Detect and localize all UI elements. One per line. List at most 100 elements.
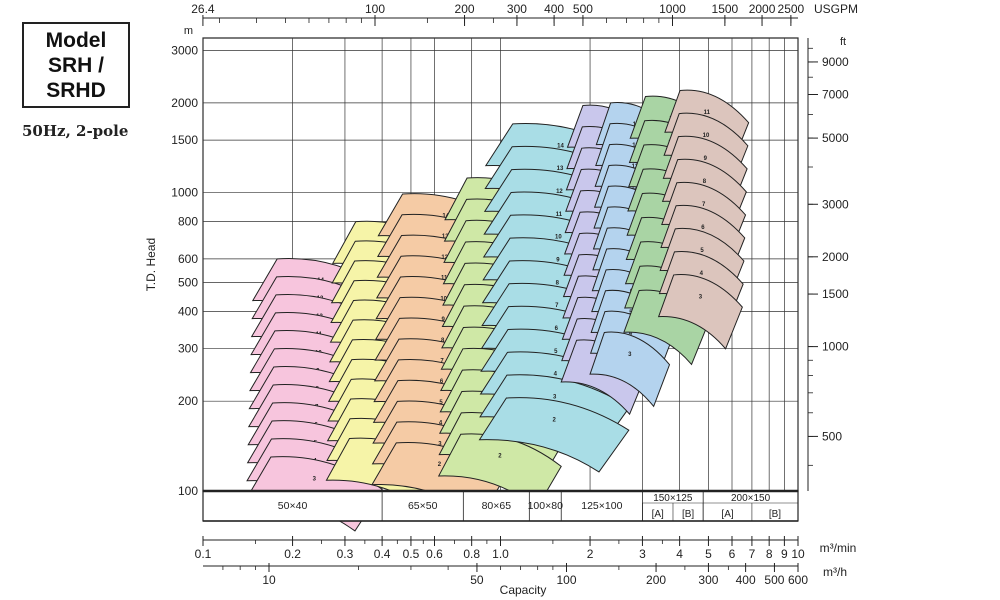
usgpm-tick-label: 2000 [749,2,776,16]
band-label: 80×65 [482,500,512,512]
m3min-tick-label: 8 [766,547,773,561]
y-axis-title: T.D. Head [144,238,158,291]
stage-label: 3 [628,352,632,358]
y-tick-label: 600 [178,252,198,266]
stage-label: 10 [703,133,710,139]
band-label: 150×125 [653,493,693,504]
ft-tick-label: 3000 [822,197,849,211]
stage-label: 6 [440,379,444,385]
stage-label: 2 [552,417,556,423]
y-tick-label: 100 [178,484,198,498]
envelope-stage-3 [657,274,743,350]
stage-label: 9 [704,156,708,162]
stage-label: 2 [498,454,502,460]
m3min-tick-label: 0.4 [374,547,391,561]
m3h-tick-label: 10 [262,573,276,587]
usgpm-tick-label: 1000 [659,2,686,16]
stage-label: 3 [313,476,317,482]
m3min-tick-label: 9 [781,547,788,561]
model-line-2: SRH / [47,54,104,77]
stage-label: 4 [700,271,704,277]
stage-label: 6 [701,225,705,231]
usgpm-tick-label: 200 [455,2,475,16]
m3min-tick-label: 4 [676,547,683,561]
band-table [202,490,799,522]
usgpm-tick-label: 300 [507,2,527,16]
m3min-tick-label: 5 [705,547,712,561]
y-tick-label: 800 [178,215,198,229]
stage-label: 5 [554,349,558,355]
m3min-unit-label: m³/min [820,541,857,555]
stage-label: 11 [631,185,638,191]
stage-label: 13 [557,166,564,172]
ft-unit-label: ft [840,36,846,48]
model-line-1: Model [45,29,107,52]
stage-label: 8 [441,338,445,344]
m3min-tick-label: 0.2 [284,547,301,561]
stage-label: 4 [554,372,558,378]
band-label: 125×100 [581,500,622,512]
stage-label: 5 [439,400,443,406]
stage-label: 11 [441,276,448,282]
y-unit-label: m [184,25,193,37]
ft-tick-label: 9000 [822,55,849,69]
band-label: 200×150 [731,493,771,504]
band-sub-label: [B] [682,509,694,520]
band-sub-label: [B] [769,509,781,520]
m3h-tick-label: 400 [736,573,756,587]
y-tick-label: 2000 [171,96,198,110]
stage-label: 8 [703,179,707,185]
stage-label: 3 [438,441,442,447]
usgpm-tick-label: 100 [365,2,385,16]
stage-label: 4 [439,421,443,427]
band-label: 50×40 [278,500,308,512]
stage-label: 7 [555,303,559,309]
band-label: 100×80 [528,500,563,512]
stage-label: 13 [442,234,449,240]
usgpm-tick-label: 26.4 [191,2,215,16]
stage-label: 8 [556,280,560,286]
y-tick-label: 300 [178,342,198,356]
m3min-tick-label: 1.0 [492,547,509,561]
m3h-tick-label: 600 [788,573,808,587]
stage-label: 9 [441,317,445,323]
m3h-tick-label: 300 [698,573,718,587]
y-tick-label: 200 [178,394,198,408]
ft-tick-label: 1500 [822,287,849,301]
y-tick-label: 3000 [171,43,198,57]
stage-label: 12 [441,255,448,261]
curves-layer: 1413121110987654314131211109876543141312… [245,89,750,532]
usgpm-tick-label: 1500 [712,2,739,16]
x-axis-title: Capacity [500,583,547,597]
envelope-stage-3 [589,331,671,408]
m3min-tick-label: 3 [639,547,646,561]
m3h-tick-label: 100 [556,573,576,587]
m3min-tick-label: 0.3 [337,547,354,561]
stage-label: 5 [700,248,704,254]
ft-tick-label: 500 [822,429,842,443]
m3min-tick-label: 2 [587,547,594,561]
band-label: 65×50 [408,500,438,512]
stage-label: 14 [557,143,564,149]
stage-label: 3 [699,294,703,300]
y-tick-label: 500 [178,275,198,289]
subtitle: 50Hz, 2-pole [22,122,129,140]
envelope-stage-2 [478,397,630,473]
stage-label: 10 [555,235,562,241]
model-line-3: SRHD [46,79,106,102]
series-8: 11 10 9 8 7 6 5 4 3 [657,89,750,350]
stage-label: 7 [702,202,706,208]
y-tick-label: 1500 [171,133,198,147]
stage-label: 7 [440,359,444,365]
y-tick-label: 400 [178,304,198,318]
stage-label: 9 [556,257,560,263]
m3min-tick-label: 7 [749,547,756,561]
usgpm-tick-label: 400 [544,2,564,16]
ft-tick-label: 5000 [822,131,849,145]
stage-label: 10 [440,296,447,302]
m3min-tick-label: 0.6 [426,547,443,561]
stage-label: 2 [438,462,442,468]
stage-label: 11 [556,212,563,218]
m3min-tick-label: 0.8 [463,547,480,561]
